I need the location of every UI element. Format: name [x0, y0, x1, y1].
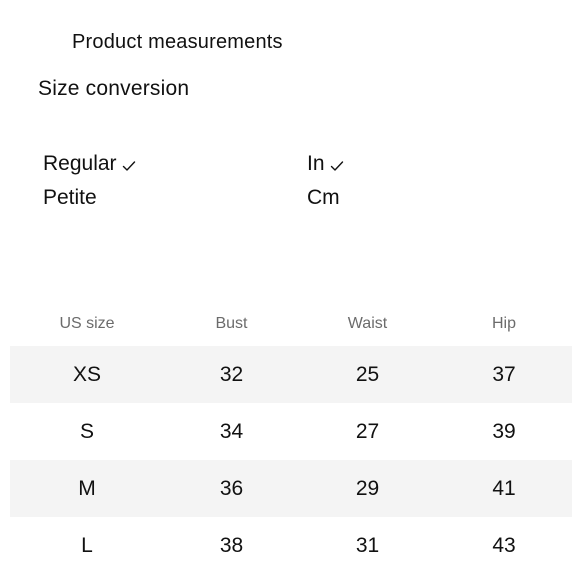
- cell-waist: 29: [355, 476, 380, 500]
- unit-option-cm[interactable]: Cm: [307, 185, 340, 211]
- cell-bust: 38: [219, 533, 244, 557]
- cell-hip: 43: [492, 533, 516, 557]
- cell-hip: 39: [492, 419, 516, 443]
- fit-option-regular[interactable]: Regular: [43, 151, 136, 177]
- checkmark-icon: [330, 159, 344, 173]
- fit-option-petite[interactable]: Petite: [43, 185, 97, 211]
- cell-us-size: M: [78, 476, 96, 500]
- table-row: M 36 29 41: [10, 460, 572, 517]
- checkmark-icon: [122, 159, 136, 173]
- unit-option-in-label: In: [307, 152, 325, 175]
- cell-us-size: L: [81, 533, 93, 557]
- column-header-bust: Bust: [215, 315, 248, 332]
- cell-waist: 25: [355, 362, 380, 386]
- fit-option-petite-label: Petite: [43, 186, 97, 209]
- table-header-row: US size Bust Waist Hip: [10, 302, 572, 346]
- column-header-hip: Hip: [491, 315, 516, 332]
- cell-waist: 31: [355, 533, 380, 557]
- fit-option-regular-label: Regular: [43, 152, 117, 175]
- table-row: S 34 27 39: [10, 403, 572, 460]
- cell-bust: 32: [219, 362, 244, 386]
- cell-us-size: S: [79, 419, 94, 443]
- cell-bust: 36: [219, 476, 244, 500]
- unit-option-in[interactable]: In: [307, 151, 344, 177]
- cell-us-size: XS: [72, 362, 101, 386]
- cell-hip: 37: [492, 362, 516, 386]
- cell-waist: 27: [355, 419, 380, 443]
- unit-option-cm-label: Cm: [307, 186, 340, 209]
- table-row: L 38 31 43: [10, 517, 572, 574]
- column-header-us-size: US size: [59, 315, 115, 332]
- column-header-waist: Waist: [347, 315, 388, 332]
- section-title-size-conversion: Size conversion: [38, 77, 190, 100]
- tab-product-measurements[interactable]: Product measurements: [72, 31, 283, 53]
- table-row: XS 32 25 37: [10, 346, 572, 403]
- size-table: US size Bust Waist Hip XS 32 25 37 S 34 …: [10, 302, 572, 574]
- cell-bust: 34: [219, 419, 244, 443]
- cell-hip: 41: [492, 476, 516, 500]
